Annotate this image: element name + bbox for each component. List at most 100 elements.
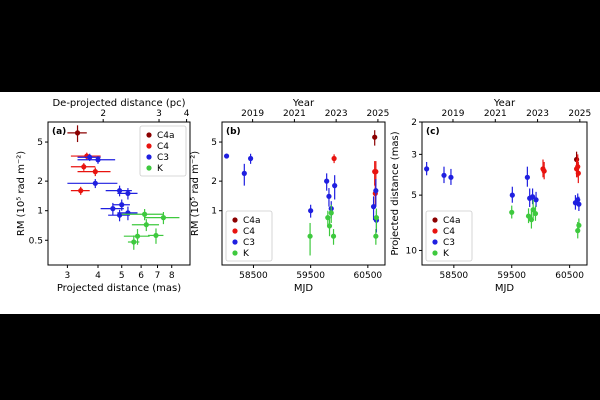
axes-frame <box>221 121 386 266</box>
x-tick-label: 8 <box>169 271 175 281</box>
top-tick-label: 4 <box>184 109 190 119</box>
data-point-c3 <box>373 188 379 194</box>
data-point-k <box>532 210 539 217</box>
data-point-k <box>509 209 515 215</box>
data-point-k <box>373 233 379 239</box>
panel-3: 58500 59500 60500 2 3 5 10 2019 2021 2023 2025 MJD Y… <box>390 98 591 294</box>
legend-marker-c4a <box>432 217 438 223</box>
data-point-k <box>307 233 313 239</box>
legend-label-c3: C3 <box>157 153 169 163</box>
legend-label-k: K <box>243 249 250 259</box>
data-point-c3 <box>509 192 515 198</box>
y-tick-label: 2 <box>411 118 417 128</box>
data-point-c3 <box>110 206 116 212</box>
data-point-k <box>330 233 337 239</box>
legend-marker-c4 <box>146 143 152 149</box>
top-tick-label: 2019 <box>442 109 465 119</box>
legend-label-c4a: C4a <box>443 216 461 226</box>
panel-1: 3 4 5 6 7 8 0.5 1 2 5 2 3 4 Projected distance (mas) D… <box>16 98 191 294</box>
data-point-c3 <box>326 193 332 199</box>
legend-marker-k <box>432 250 438 256</box>
top-tick-label: 2 <box>100 109 106 119</box>
legend-label-c4: C4 <box>243 227 255 237</box>
y-tick-label: 5 <box>411 191 417 201</box>
y-axis-label: RM (10⁵ rad m⁻²) <box>16 151 27 236</box>
data-point-k <box>326 223 333 229</box>
legend-label-c4: C4 <box>157 142 169 152</box>
data-point-k <box>575 228 581 234</box>
data-point-k <box>142 211 148 217</box>
x-tick-label: 60500 <box>354 271 383 281</box>
y-axis-label: Projected distance (mas) <box>390 131 401 255</box>
legend-marker-c4 <box>432 228 438 234</box>
data-point-c3 <box>424 166 430 172</box>
x-tick-label: 6 <box>138 271 144 281</box>
x-tick-label: 5 <box>119 271 125 281</box>
legend-box <box>139 125 187 177</box>
x-tick-label: 3 <box>65 271 71 281</box>
x-tick-label: 59500 <box>497 271 526 281</box>
top-tick-label: 2019 <box>241 109 264 119</box>
legend-box <box>225 210 273 262</box>
data-point-c3 <box>533 197 539 203</box>
top-axis-label: De-projected distance (pc) <box>52 98 185 109</box>
data-point-c3 <box>576 201 582 207</box>
y-tick-label: 1 <box>211 207 217 217</box>
data-point-c4 <box>575 164 581 170</box>
legend-label-c4: C4 <box>443 227 455 237</box>
x-tick-label: 4 <box>95 271 101 281</box>
panel-label: (b) <box>226 127 241 137</box>
data-point-c3 <box>308 208 314 214</box>
data-point-c3 <box>95 157 101 163</box>
data-point-c3 <box>241 170 247 176</box>
y-tick-label: 1 <box>37 207 43 217</box>
data-point-c4 <box>541 168 547 174</box>
data-point-c3 <box>247 155 254 162</box>
figure: 3 4 5 6 7 8 0.5 1 2 5 2 3 4 Projected distance (mas) D… <box>0 92 600 314</box>
data-point-c4a <box>74 130 81 136</box>
data-point-k <box>530 207 536 213</box>
legend-label-c4a: C4a <box>243 216 261 226</box>
top-axis-label: Year <box>292 98 315 109</box>
legend-marker-c4a <box>232 217 238 223</box>
data-point-c3 <box>324 178 330 184</box>
legend-label-c3: C3 <box>443 238 455 248</box>
panel-label: (a) <box>52 127 66 137</box>
top-tick-label: 2025 <box>568 109 591 119</box>
figure-canvas: 3 4 5 6 7 8 0.5 1 2 5 2 3 4 Projected distance (mas) D… <box>16 98 591 294</box>
data-point-k <box>576 222 582 228</box>
data-point-c4a <box>372 134 378 140</box>
top-axis-label: Year <box>493 98 516 109</box>
data-point-c4 <box>373 169 379 175</box>
data-point-k <box>143 222 149 228</box>
data-point-k <box>328 210 334 216</box>
top-tick-label: 2023 <box>526 109 549 119</box>
legend-marker-c4a <box>146 132 152 138</box>
data-point-c3 <box>116 188 123 194</box>
data-point-c4 <box>81 164 87 170</box>
legend-box <box>425 210 473 262</box>
data-point-c3 <box>116 212 123 218</box>
data-point-c3 <box>223 153 230 159</box>
x-tick-label: 60500 <box>555 271 584 281</box>
top-tick-label: 2021 <box>283 109 306 119</box>
top-tick-label: 2023 <box>325 109 348 119</box>
y-tick-label: 5 <box>211 138 217 148</box>
x-tick-label: 59500 <box>296 271 325 281</box>
data-point-k <box>153 232 159 239</box>
data-point-c3 <box>448 174 454 180</box>
data-point-c3 <box>529 194 536 200</box>
x-axis-label: Projected distance (mas) <box>57 283 181 294</box>
legend-marker-k <box>232 250 238 256</box>
legend-label-c3: C3 <box>243 238 255 248</box>
panel-2: 58500 59500 60500 1 2 5 2019 2021 2023 2025 MJD Yea… <box>190 98 389 294</box>
panel-label: (c) <box>426 127 440 137</box>
data-point-c4 <box>92 169 98 175</box>
x-tick-label: 7 <box>155 271 161 281</box>
data-point-c3 <box>524 174 530 180</box>
legend-label-k: K <box>157 164 164 174</box>
data-point-c4 <box>331 155 337 162</box>
legend-marker-c4 <box>232 228 238 234</box>
